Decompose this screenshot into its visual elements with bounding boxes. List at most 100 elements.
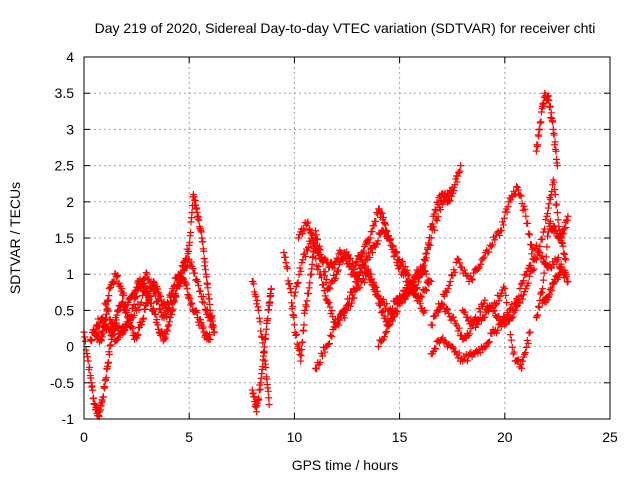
data-point [99,393,107,401]
data-point [342,305,350,313]
data-point [451,268,459,276]
data-point [366,234,374,242]
x-tick-label: 5 [185,429,193,445]
data-point [201,258,209,266]
y-tick-label: 3 [66,121,74,137]
data-point [189,265,197,273]
data-point [182,281,190,289]
data-point [312,255,320,263]
data-point [370,279,378,287]
data-point [328,333,336,341]
data-point [523,268,531,276]
data-point [560,250,568,258]
data-point [326,303,334,311]
data-point [153,316,161,324]
data-point [434,213,442,221]
data-point [385,321,393,329]
data-point [144,299,152,307]
data-point [463,357,471,365]
data-point [99,314,107,322]
data-point [116,330,124,338]
data-point [166,304,174,312]
data-point [475,305,483,313]
data-point [280,248,288,256]
data-point [290,292,298,300]
data-point [179,274,187,282]
data-point [166,314,174,322]
data-point [134,330,142,338]
data-point [370,222,378,230]
data-point [208,321,216,329]
data-point [259,339,267,347]
data-point [404,270,412,278]
data-point [309,232,317,240]
data-point [399,287,407,295]
data-point [380,333,388,341]
data-point [483,306,491,314]
data-point [166,318,174,326]
data-point [480,299,488,307]
data-point [381,312,389,320]
x-axis-label: GPS time / hours [292,457,399,473]
data-point [453,255,461,263]
data-point [255,396,263,404]
data-point [113,311,121,319]
data-point [368,248,376,256]
data-point [326,285,334,293]
data-point [168,310,176,318]
data-point [526,231,534,239]
data-point [442,304,450,312]
data-point [524,339,532,347]
data-point [545,292,553,300]
data-point [138,320,146,328]
data-point [429,223,437,231]
data-point [335,321,343,329]
data-point [265,306,273,314]
data-point [534,311,542,319]
data-point [456,167,464,175]
data-point [258,333,266,341]
data-point [428,321,436,329]
data-point [374,237,382,245]
data-point [141,305,149,313]
data-point [290,321,298,329]
data-point [384,322,392,330]
data-point [283,263,291,271]
data-point [267,285,275,293]
data-point [290,313,298,321]
data-point [418,293,426,301]
y-tick-label: -0.5 [50,375,74,391]
data-point [521,349,529,357]
data-point [529,267,537,275]
data-point [304,243,312,251]
data-point [107,316,115,324]
data-point [515,293,523,301]
data-point [305,284,313,292]
data-point [455,349,463,357]
data-point [546,102,554,110]
data-point [514,296,522,304]
data-point [118,285,126,293]
data-point [448,183,456,191]
data-point [509,305,517,313]
data-point [145,294,153,302]
data-point [393,308,401,316]
data-point [264,387,272,395]
data-point [394,298,402,306]
data-point [330,264,338,272]
data-point [422,286,430,294]
data-point [527,262,535,270]
data-point [551,222,559,230]
y-tick-label: 2 [66,194,74,210]
data-point [554,216,562,224]
data-point [536,242,544,250]
data-point [283,264,291,272]
data-point [534,141,542,149]
data-point [264,315,272,323]
data-point [197,228,205,236]
data-point [551,138,559,146]
data-point [316,246,324,254]
data-point [99,329,107,337]
data-point [523,336,531,344]
data-point [560,230,568,238]
